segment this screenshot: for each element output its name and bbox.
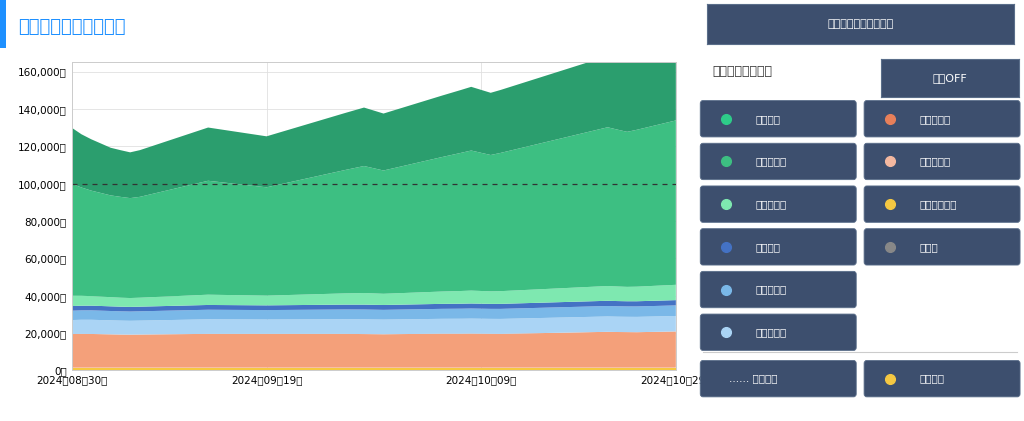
FancyBboxPatch shape: [700, 229, 856, 265]
FancyBboxPatch shape: [700, 101, 856, 137]
Text: 国内債券: 国内債券: [756, 242, 780, 252]
Text: 国内リート: 国内リート: [920, 114, 950, 124]
Text: 全てOFF: 全てOFF: [933, 73, 967, 83]
Text: 海外リート: 海外リート: [920, 157, 950, 166]
Bar: [0, 0, 6, 48]
FancyBboxPatch shape: [864, 360, 1020, 397]
FancyBboxPatch shape: [700, 272, 856, 308]
Text: 資産推移を詳しくみる: 資産推移を詳しくみる: [827, 19, 893, 29]
Text: ...... 投資金額: ...... 投資金額: [729, 374, 777, 384]
FancyBboxPatch shape: [700, 360, 856, 397]
FancyBboxPatch shape: [864, 101, 1020, 137]
Text: チャート表示選択: チャート表示選択: [713, 64, 773, 77]
Text: 先進国債券: 先進国債券: [756, 285, 786, 295]
Text: 新興国株式: 新興国株式: [756, 199, 786, 209]
FancyBboxPatch shape: [864, 143, 1020, 180]
Text: 国内株式: 国内株式: [756, 114, 780, 124]
Text: 新興国債券: 新興国債券: [756, 327, 786, 337]
FancyBboxPatch shape: [700, 314, 856, 350]
Text: 現金残高: 現金残高: [920, 374, 944, 384]
Text: 頂り資産推移チャート: 頂り資産推移チャート: [17, 18, 125, 36]
Text: 先進国株式: 先進国株式: [756, 157, 786, 166]
FancyBboxPatch shape: [700, 186, 856, 222]
Text: コモディティ: コモディティ: [920, 199, 956, 209]
FancyBboxPatch shape: [864, 186, 1020, 222]
Text: その他: その他: [920, 242, 938, 252]
FancyBboxPatch shape: [700, 143, 856, 180]
FancyBboxPatch shape: [864, 229, 1020, 265]
